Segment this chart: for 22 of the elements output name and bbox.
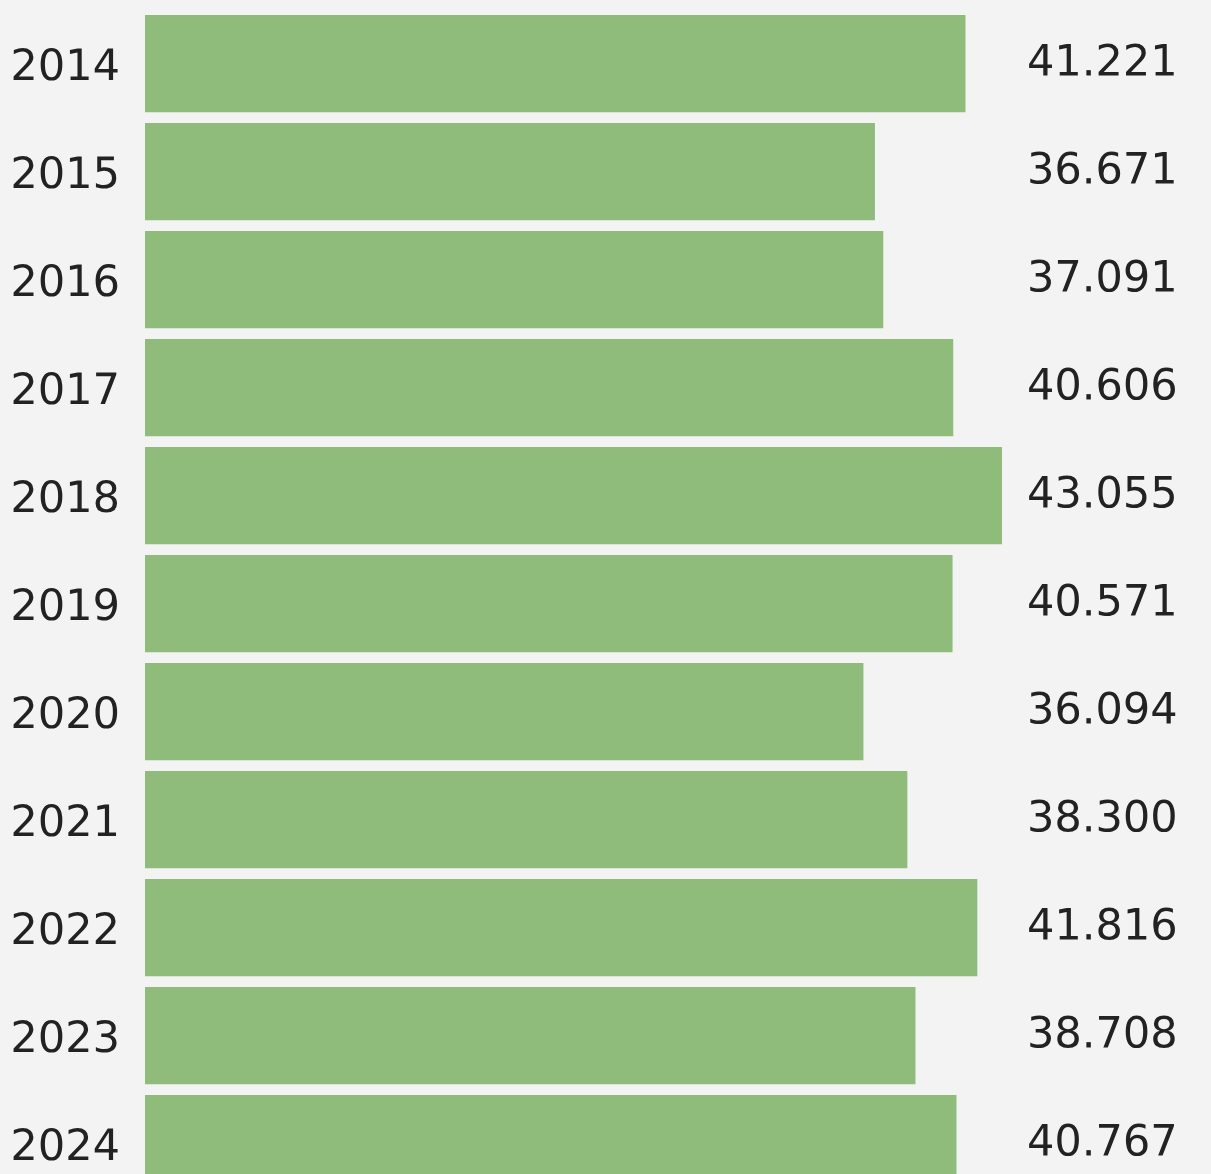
y-tick-label: 2023 [13,1020,117,1053]
y-tick-label: 2017 [13,372,117,405]
y-tick-label: 2014 [13,48,118,81]
data-label: 40.606 [1029,367,1175,401]
data-label: 41.221 [1029,43,1174,76]
data-label: 36.094 [1030,691,1176,725]
data-label: 40.571 [1029,583,1174,617]
y-tick-label: 2021 [13,804,117,837]
data-label: 40.767 [1029,1123,1174,1157]
y-tick-label: 2024 [13,1128,118,1161]
data-label: 43.055 [1029,475,1174,509]
data-label: 37.091 [1030,259,1174,293]
y-tick-label: 2016 [13,264,118,297]
y-tick-label: 2015 [13,156,117,189]
y-tick-label: 2019 [13,588,117,621]
data-label: 41.816 [1029,907,1175,941]
data-label: 38.300 [1030,799,1175,833]
y-tick-label: 2020 [13,696,118,729]
y-tick-label: 2022 [13,912,116,945]
y-tick-label: 2018 [13,480,118,513]
data-label: 36.671 [1030,151,1174,185]
data-label: 38.708 [1030,1015,1175,1049]
